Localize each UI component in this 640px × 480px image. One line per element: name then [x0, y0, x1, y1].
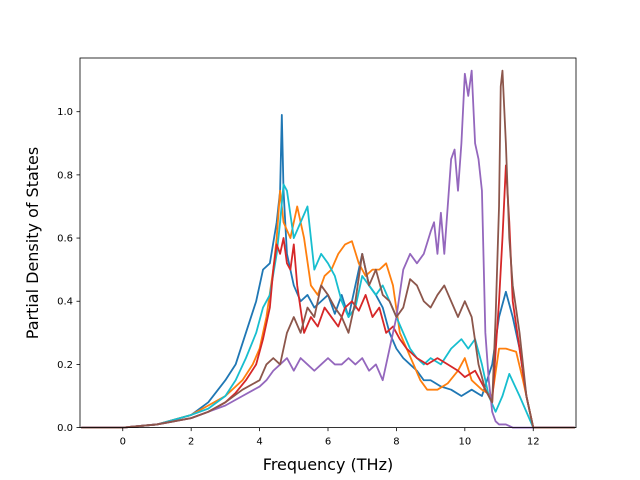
- y-tick-label: 0.2: [57, 360, 73, 371]
- series-line-4: [80, 164, 576, 429]
- x-tick-label: 6: [325, 437, 331, 448]
- x-tick-label: 2: [188, 437, 194, 448]
- series-layer: [80, 69, 576, 429]
- x-tick-label: 8: [393, 437, 399, 448]
- x-tick-label: 10: [458, 437, 471, 448]
- x-tick-label: 0: [120, 437, 126, 448]
- x-axis-label: Frequency (THz): [263, 455, 393, 474]
- x-tick-label: 4: [256, 437, 262, 448]
- y-tick-label: 0.8: [57, 170, 73, 181]
- y-tick-label: 0.0: [57, 423, 73, 434]
- y-axis-ticks: 0.0 0.2 0.4 0.6 0.8 1.0: [57, 107, 80, 434]
- series-line-3: [80, 183, 576, 429]
- y-tick-label: 1.0: [57, 107, 73, 118]
- x-axis-ticks: 0 2 4 6 8 10 12: [120, 427, 540, 448]
- y-axis-label: Partial Density of States: [23, 147, 42, 339]
- y-tick-label: 0.4: [57, 297, 73, 308]
- series-line-6: [80, 69, 576, 429]
- x-tick-label: 12: [527, 437, 540, 448]
- y-tick-label: 0.6: [57, 234, 73, 245]
